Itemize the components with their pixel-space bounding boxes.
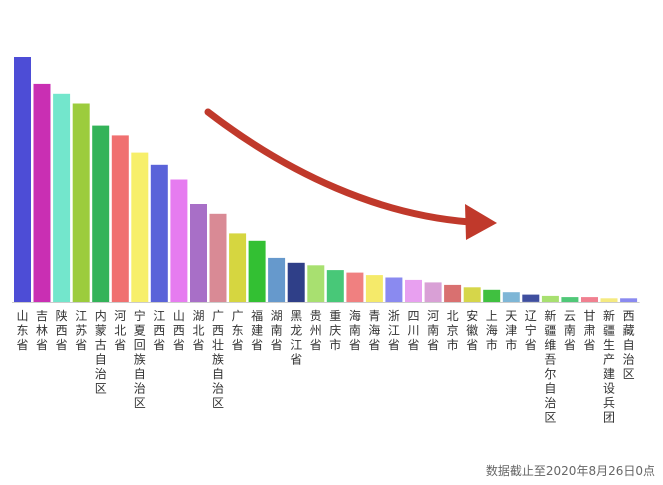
bar-12 xyxy=(229,233,247,302)
category-label-24: 安徽省 xyxy=(466,308,478,352)
bar-32 xyxy=(620,298,638,302)
category-label-27: 辽宁省 xyxy=(525,309,537,352)
category-label-28: 新疆维吾尔自治区 xyxy=(544,308,556,425)
bar-24 xyxy=(463,287,481,302)
bar-30 xyxy=(581,297,598,302)
bar-5 xyxy=(92,125,110,302)
category-label-12: 广东省 xyxy=(232,309,244,352)
bar-14 xyxy=(268,257,286,302)
bar-15 xyxy=(287,262,305,302)
category-labels-group: 山东省吉林省陕西省江苏省内蒙古自治区河北省宁夏回族自治区江西省山西省湖北省广西壮… xyxy=(16,308,634,425)
bar-26 xyxy=(502,292,520,302)
category-label-19: 青海省 xyxy=(368,309,380,352)
trend-arrow xyxy=(204,108,497,240)
category-label-20: 浙江省 xyxy=(388,309,400,352)
bar-6 xyxy=(111,135,129,302)
bar-21 xyxy=(405,279,422,302)
category-label-8: 江西省 xyxy=(153,309,165,352)
trend-arrow-curve xyxy=(204,108,474,226)
category-label-15: 黑龙江省 xyxy=(290,309,302,367)
bar-27 xyxy=(522,294,540,302)
category-label-11: 广西壮族自治区 xyxy=(212,309,224,410)
category-label-9: 山西省 xyxy=(173,309,185,352)
trend-arrow-head xyxy=(465,204,497,240)
category-label-13: 福建省 xyxy=(251,308,263,352)
category-label-16: 贵州省 xyxy=(310,309,322,352)
bar-20 xyxy=(385,277,403,302)
bar-2 xyxy=(33,83,51,303)
category-label-21: 四川省 xyxy=(407,309,419,352)
category-label-4: 江苏省 xyxy=(75,309,87,352)
category-label-2: 吉林省 xyxy=(36,309,48,352)
bar-23 xyxy=(444,284,462,303)
category-label-18: 海南省 xyxy=(349,308,361,352)
bar-19 xyxy=(365,275,383,302)
bar-11 xyxy=(209,213,227,302)
bar-4 xyxy=(72,103,90,302)
category-label-23: 北京市 xyxy=(447,309,459,352)
bars-group xyxy=(14,57,638,303)
category-label-32: 西藏自治区 xyxy=(623,309,635,381)
category-label-6: 河北省 xyxy=(114,309,126,352)
category-label-1: 山东省 xyxy=(16,309,28,352)
category-label-22: 河南省 xyxy=(427,309,439,352)
bar-8 xyxy=(150,164,168,302)
category-label-31: 新疆生产建设兵团 xyxy=(603,308,615,425)
category-label-25: 上海市 xyxy=(486,309,498,352)
category-label-7: 宁夏回族自治区 xyxy=(134,308,146,410)
category-label-3: 陕西省 xyxy=(56,308,68,352)
category-label-10: 湖北省 xyxy=(192,308,204,352)
category-label-30: 甘肃省 xyxy=(583,309,595,352)
category-label-26: 天津市 xyxy=(505,309,517,352)
bar-1 xyxy=(14,57,31,302)
data-cutoff-note: 数据截止至2020年8月26日0点 xyxy=(485,464,655,478)
bar-22 xyxy=(424,282,442,302)
bar-16 xyxy=(307,265,325,303)
bar-29 xyxy=(561,297,579,302)
category-label-14: 湖南省 xyxy=(271,308,283,352)
bar-28 xyxy=(541,295,559,302)
category-label-5: 内蒙古自治区 xyxy=(95,309,107,396)
bar-25 xyxy=(483,289,501,303)
category-label-17: 重庆市 xyxy=(329,309,341,352)
bar-10 xyxy=(190,204,207,302)
bar-18 xyxy=(346,272,364,302)
bar-7 xyxy=(131,152,149,302)
category-label-29: 云南省 xyxy=(564,309,576,352)
bar-17 xyxy=(326,270,344,302)
bar-31 xyxy=(600,298,618,302)
bar-13 xyxy=(248,240,266,303)
bar-9 xyxy=(170,179,188,302)
bar-3 xyxy=(53,93,71,303)
